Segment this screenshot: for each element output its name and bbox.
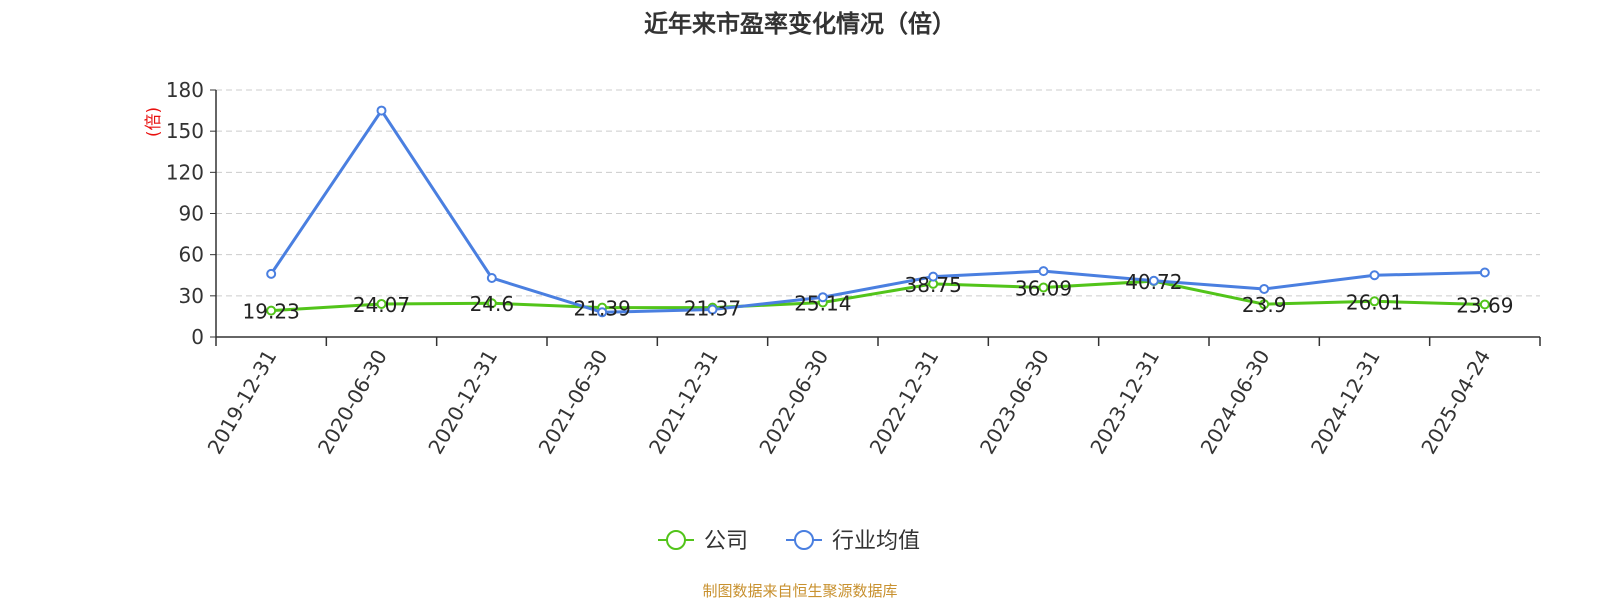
legend-swatch-marker (666, 530, 686, 550)
data-point-1 (486, 272, 497, 283)
data-label: 24.07 (353, 293, 410, 317)
data-label: 40.72 (1125, 270, 1182, 294)
data-point-1 (1369, 270, 1380, 281)
data-point-1 (376, 105, 387, 116)
data-label: 21.37 (684, 297, 741, 321)
data-point-1 (597, 307, 608, 318)
data-label: 26.01 (1346, 290, 1403, 314)
x-tick-label: 2025-04-24 (1416, 346, 1495, 459)
legend-label: 行业均值 (832, 529, 920, 554)
data-label: 23.9 (1242, 293, 1287, 317)
data-point-1 (1259, 283, 1270, 294)
y-axis-label: (倍) (144, 107, 164, 137)
chart-title: 近年来市盈率变化情况（倍） (644, 10, 956, 38)
series-line-1 (269, 109, 1485, 314)
data-point-1 (817, 292, 828, 303)
data-point-1 (707, 304, 718, 315)
y-tick-label: 30 (179, 284, 204, 308)
x-tick-label: 2022-12-31 (865, 346, 944, 459)
data-point-1 (1038, 266, 1049, 277)
data-label: 38.75 (905, 273, 962, 297)
x-tick-label: 2021-06-30 (534, 346, 613, 459)
y-tick-label: 120 (166, 160, 204, 184)
data-point-1 (928, 271, 939, 282)
data-label: 23.69 (1456, 293, 1513, 317)
x-tick-label: 2024-12-31 (1306, 346, 1385, 459)
y-tick-label: 60 (179, 243, 204, 267)
x-tick-label: 2023-06-30 (975, 346, 1054, 459)
x-tick-label: 2021-12-31 (644, 346, 723, 459)
data-point-0 (1369, 296, 1380, 307)
x-tick-label: 2022-06-30 (754, 346, 833, 459)
x-tick-label: 2024-06-30 (1196, 346, 1275, 459)
data-point-1 (1479, 267, 1490, 278)
y-tick-label: 150 (166, 119, 204, 143)
data-point-1 (266, 268, 277, 279)
data-point-0 (486, 298, 497, 309)
x-tick-label: 2020-12-31 (423, 346, 502, 459)
data-point-0 (266, 305, 277, 316)
data-label: 36.09 (1015, 276, 1072, 300)
data-label: 21.39 (574, 297, 631, 321)
data-point-1 (1148, 275, 1159, 286)
legend-swatch-marker (794, 530, 814, 550)
y-tick-label: 180 (166, 78, 204, 102)
y-tick-label: 90 (179, 202, 204, 226)
x-tick-label: 2020-06-30 (313, 346, 392, 459)
data-label: 24.6 (470, 292, 515, 316)
data-point-0 (1038, 282, 1049, 293)
y-tick-label: 0 (191, 325, 204, 349)
data-point-0 (1479, 299, 1490, 310)
data-label: 19.23 (243, 300, 300, 324)
x-tick-label: 2019-12-31 (203, 346, 282, 459)
source-note: 制图数据来自恒生聚源数据库 (702, 582, 898, 600)
series-line-0 (271, 279, 1485, 313)
data-point-0 (1259, 299, 1270, 310)
x-tick-label: 2023-12-31 (1085, 346, 1164, 459)
data-point-0 (376, 298, 387, 309)
data-label: 25.14 (794, 292, 851, 316)
legend-label: 公司 (704, 529, 748, 554)
